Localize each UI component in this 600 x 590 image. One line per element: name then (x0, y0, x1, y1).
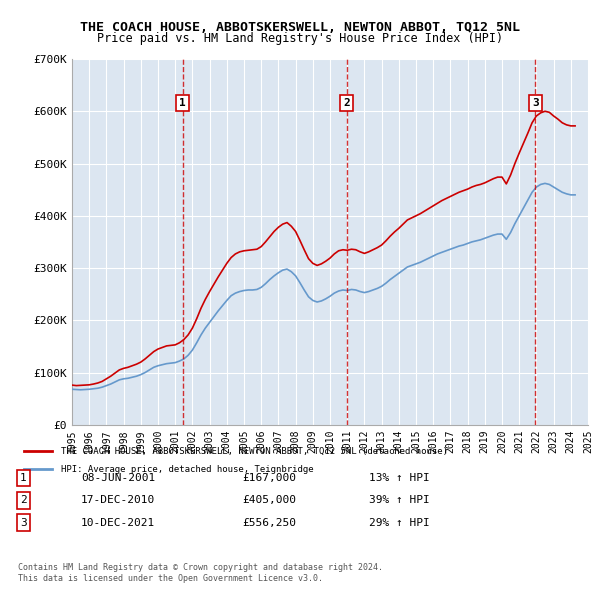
Text: £405,000: £405,000 (242, 495, 296, 505)
Text: 17-DEC-2010: 17-DEC-2010 (81, 495, 155, 505)
Text: 13% ↑ HPI: 13% ↑ HPI (369, 473, 430, 483)
Text: 29% ↑ HPI: 29% ↑ HPI (369, 517, 430, 527)
Text: 3: 3 (532, 98, 539, 108)
Text: THE COACH HOUSE, ABBOTSKERSWELL, NEWTON ABBOT, TQ12 5NL (detached house): THE COACH HOUSE, ABBOTSKERSWELL, NEWTON … (61, 447, 448, 455)
Text: £167,000: £167,000 (242, 473, 296, 483)
Text: 1: 1 (179, 98, 186, 108)
Text: 39% ↑ HPI: 39% ↑ HPI (369, 495, 430, 505)
Text: 08-JUN-2001: 08-JUN-2001 (81, 473, 155, 483)
Text: THE COACH HOUSE, ABBOTSKERSWELL, NEWTON ABBOT, TQ12 5NL: THE COACH HOUSE, ABBOTSKERSWELL, NEWTON … (80, 21, 520, 34)
Text: Price paid vs. HM Land Registry's House Price Index (HPI): Price paid vs. HM Land Registry's House … (97, 32, 503, 45)
Text: £556,250: £556,250 (242, 517, 296, 527)
Text: HPI: Average price, detached house, Teignbridge: HPI: Average price, detached house, Teig… (61, 465, 314, 474)
Text: Contains HM Land Registry data © Crown copyright and database right 2024.
This d: Contains HM Land Registry data © Crown c… (18, 563, 383, 583)
Text: 1: 1 (20, 473, 27, 483)
Text: 10-DEC-2021: 10-DEC-2021 (81, 517, 155, 527)
Text: 2: 2 (343, 98, 350, 108)
Text: 3: 3 (20, 517, 27, 527)
Text: 2: 2 (20, 495, 27, 505)
